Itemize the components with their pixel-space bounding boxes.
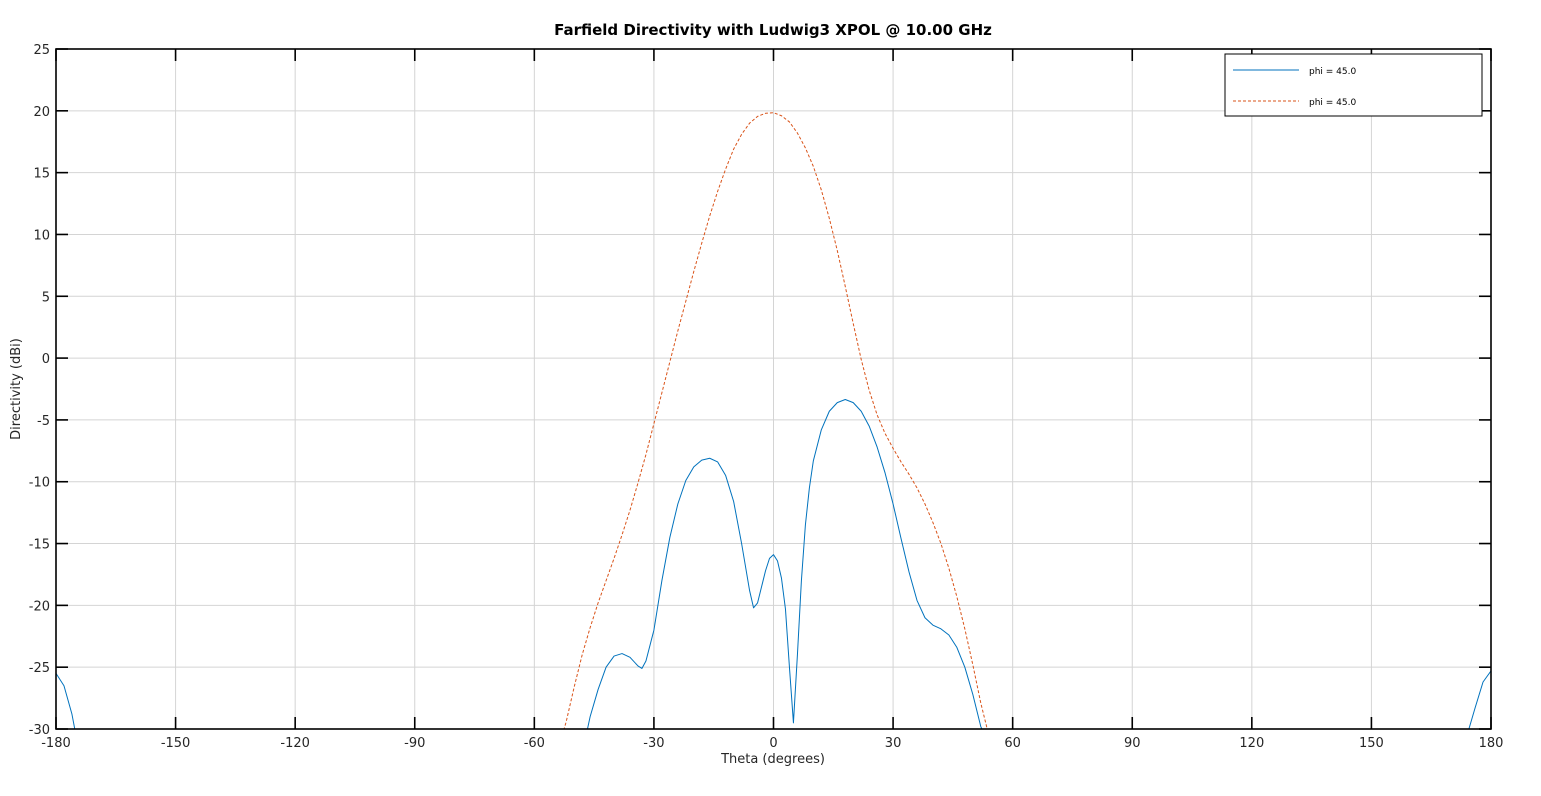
y-tick-label: 20 (33, 105, 50, 120)
series-line-2 (563, 112, 988, 729)
legend-box (1224, 53, 1483, 117)
legend: phi = 45.0 phi = 45.0 (1224, 53, 1483, 117)
x-tick-label: 0 (769, 736, 777, 751)
y-tick-label: -5 (37, 414, 50, 429)
legend-label-series-1: phi = 45.0 (1309, 67, 1356, 77)
x-axis-label: Theta (degrees) (720, 752, 825, 767)
x-tick-label: -60 (524, 736, 545, 751)
y-tick-label: -15 (29, 538, 50, 553)
series-line-1 (56, 399, 1491, 729)
x-tick-label: 60 (1004, 736, 1021, 751)
y-tick-label: -30 (29, 723, 50, 738)
axis-ticks (55, 48, 1492, 730)
y-tick-label: -25 (29, 661, 50, 676)
x-tick-label: -150 (161, 736, 191, 751)
x-tick-labels: -180 -150 -120 -90 -60 -30 0 30 60 90 120 150 180 (41, 736, 1503, 751)
y-tick-label: 0 (42, 352, 50, 367)
grid (55, 48, 1492, 730)
x-tick-label: 30 (885, 736, 902, 751)
y-tick-label: 10 (33, 228, 50, 243)
x-tick-label: -30 (643, 736, 664, 751)
legend-label-series-2: phi = 45.0 (1309, 98, 1356, 108)
x-tick-label: -90 (404, 736, 425, 751)
x-tick-label: -120 (280, 736, 310, 751)
x-tick-label: 180 (1479, 736, 1504, 751)
y-axis-label: Directivity (dBi) (9, 338, 24, 440)
y-tick-label: 25 (33, 43, 50, 58)
plot-area (56, 112, 1491, 729)
x-tick-label: -180 (41, 736, 71, 751)
y-tick-label: 15 (33, 167, 50, 182)
y-tick-label: 5 (42, 290, 50, 305)
x-tick-label: 90 (1124, 736, 1141, 751)
y-tick-label: -10 (29, 476, 50, 491)
x-tick-label: 150 (1359, 736, 1384, 751)
y-tick-labels: -30 -25 -20 -15 -10 -5 0 5 10 15 20 25 (29, 43, 50, 738)
x-tick-label: 120 (1239, 736, 1264, 751)
chart-title: Farfield Directivity with Ludwig3 XPOL @… (554, 21, 992, 39)
y-tick-label: -20 (29, 599, 50, 614)
